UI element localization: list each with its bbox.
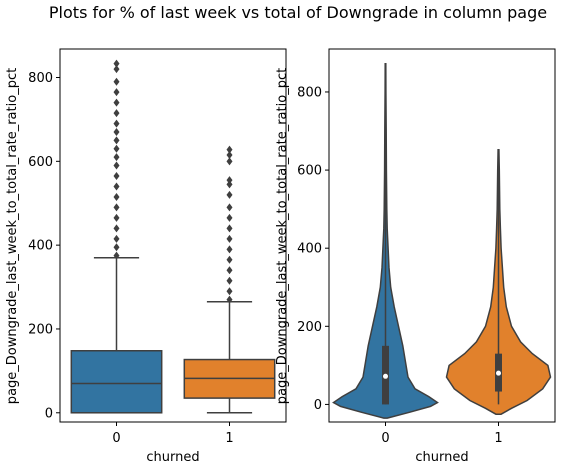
outlier-point (113, 98, 120, 107)
boxplot-y-label: page_Downgrade_last_week_to_total_rate_r… (5, 68, 20, 404)
y-tick-label: 200 (297, 320, 322, 335)
outlier-point (113, 171, 120, 180)
outlier-point (226, 203, 233, 212)
outlier-point (113, 182, 120, 191)
outlier-point (226, 245, 233, 254)
outlier-point (226, 266, 233, 275)
y-tick-label: 400 (28, 239, 53, 254)
outlier-point (113, 136, 120, 145)
outlier-point (226, 287, 233, 296)
outlier-point (226, 145, 233, 154)
x-tick-label: 1 (494, 431, 502, 446)
outlier-point (113, 251, 120, 260)
outlier-point (113, 77, 120, 86)
y-tick-label: 800 (28, 71, 53, 86)
y-tick-label: 800 (297, 85, 322, 100)
y-tick-label: 0 (45, 406, 53, 421)
boxplot-marks (70, 59, 276, 414)
outlier-point (113, 224, 120, 233)
outlier-point (113, 213, 120, 222)
x-tick-label: 0 (112, 431, 120, 446)
violin-y-ticks: 0 200 400 600 800 (297, 85, 329, 413)
violin-median-dot (383, 373, 388, 379)
outlier-point (113, 144, 120, 153)
x-tick-label: 1 (225, 431, 233, 446)
outlier-point (226, 295, 233, 304)
box-0 (70, 59, 163, 414)
outlier-point (113, 88, 120, 97)
violin-y-label: page_Downgrade_last_week_to_total_rate_r… (275, 68, 290, 404)
outlier-point (226, 151, 233, 160)
violin-1 (445, 149, 552, 415)
outlier-point (113, 161, 120, 170)
outlier-point (226, 255, 233, 264)
figure-title: Plots for % of last week vs total of Dow… (49, 3, 547, 22)
x-tick-label: 0 (381, 431, 389, 446)
outlier-point (113, 59, 120, 68)
boxplot-y-ticks: 0 200 400 600 800 (28, 71, 60, 421)
outlier-point (226, 276, 233, 285)
outlier-point (226, 234, 233, 243)
outlier-point (113, 192, 120, 201)
outlier-point (113, 203, 120, 212)
outlier-point (226, 176, 233, 185)
outlier-point (113, 109, 120, 118)
violin-marks (332, 63, 552, 419)
violin-median-dot (496, 370, 501, 376)
y-tick-label: 200 (28, 322, 53, 337)
y-tick-label: 600 (28, 155, 53, 170)
boxplot-x-label: churned (146, 450, 199, 464)
outlier-point (226, 224, 233, 233)
y-tick-label: 400 (297, 242, 322, 257)
violin-0 (332, 63, 439, 419)
y-tick-label: 0 (314, 398, 322, 413)
violin-x-label: churned (415, 450, 468, 464)
outlier-point (113, 65, 120, 74)
outlier-point (113, 243, 120, 252)
outlier-point (226, 213, 233, 222)
outlier-point (226, 190, 233, 199)
y-tick-label: 600 (297, 164, 322, 179)
box-iqr (70, 350, 163, 414)
box-1 (183, 145, 276, 414)
outlier-point (113, 119, 120, 128)
outlier-point (113, 127, 120, 136)
outlier-point (113, 153, 120, 162)
outlier-point (113, 234, 120, 243)
outlier-point (226, 157, 233, 166)
outlier-point (226, 180, 233, 189)
